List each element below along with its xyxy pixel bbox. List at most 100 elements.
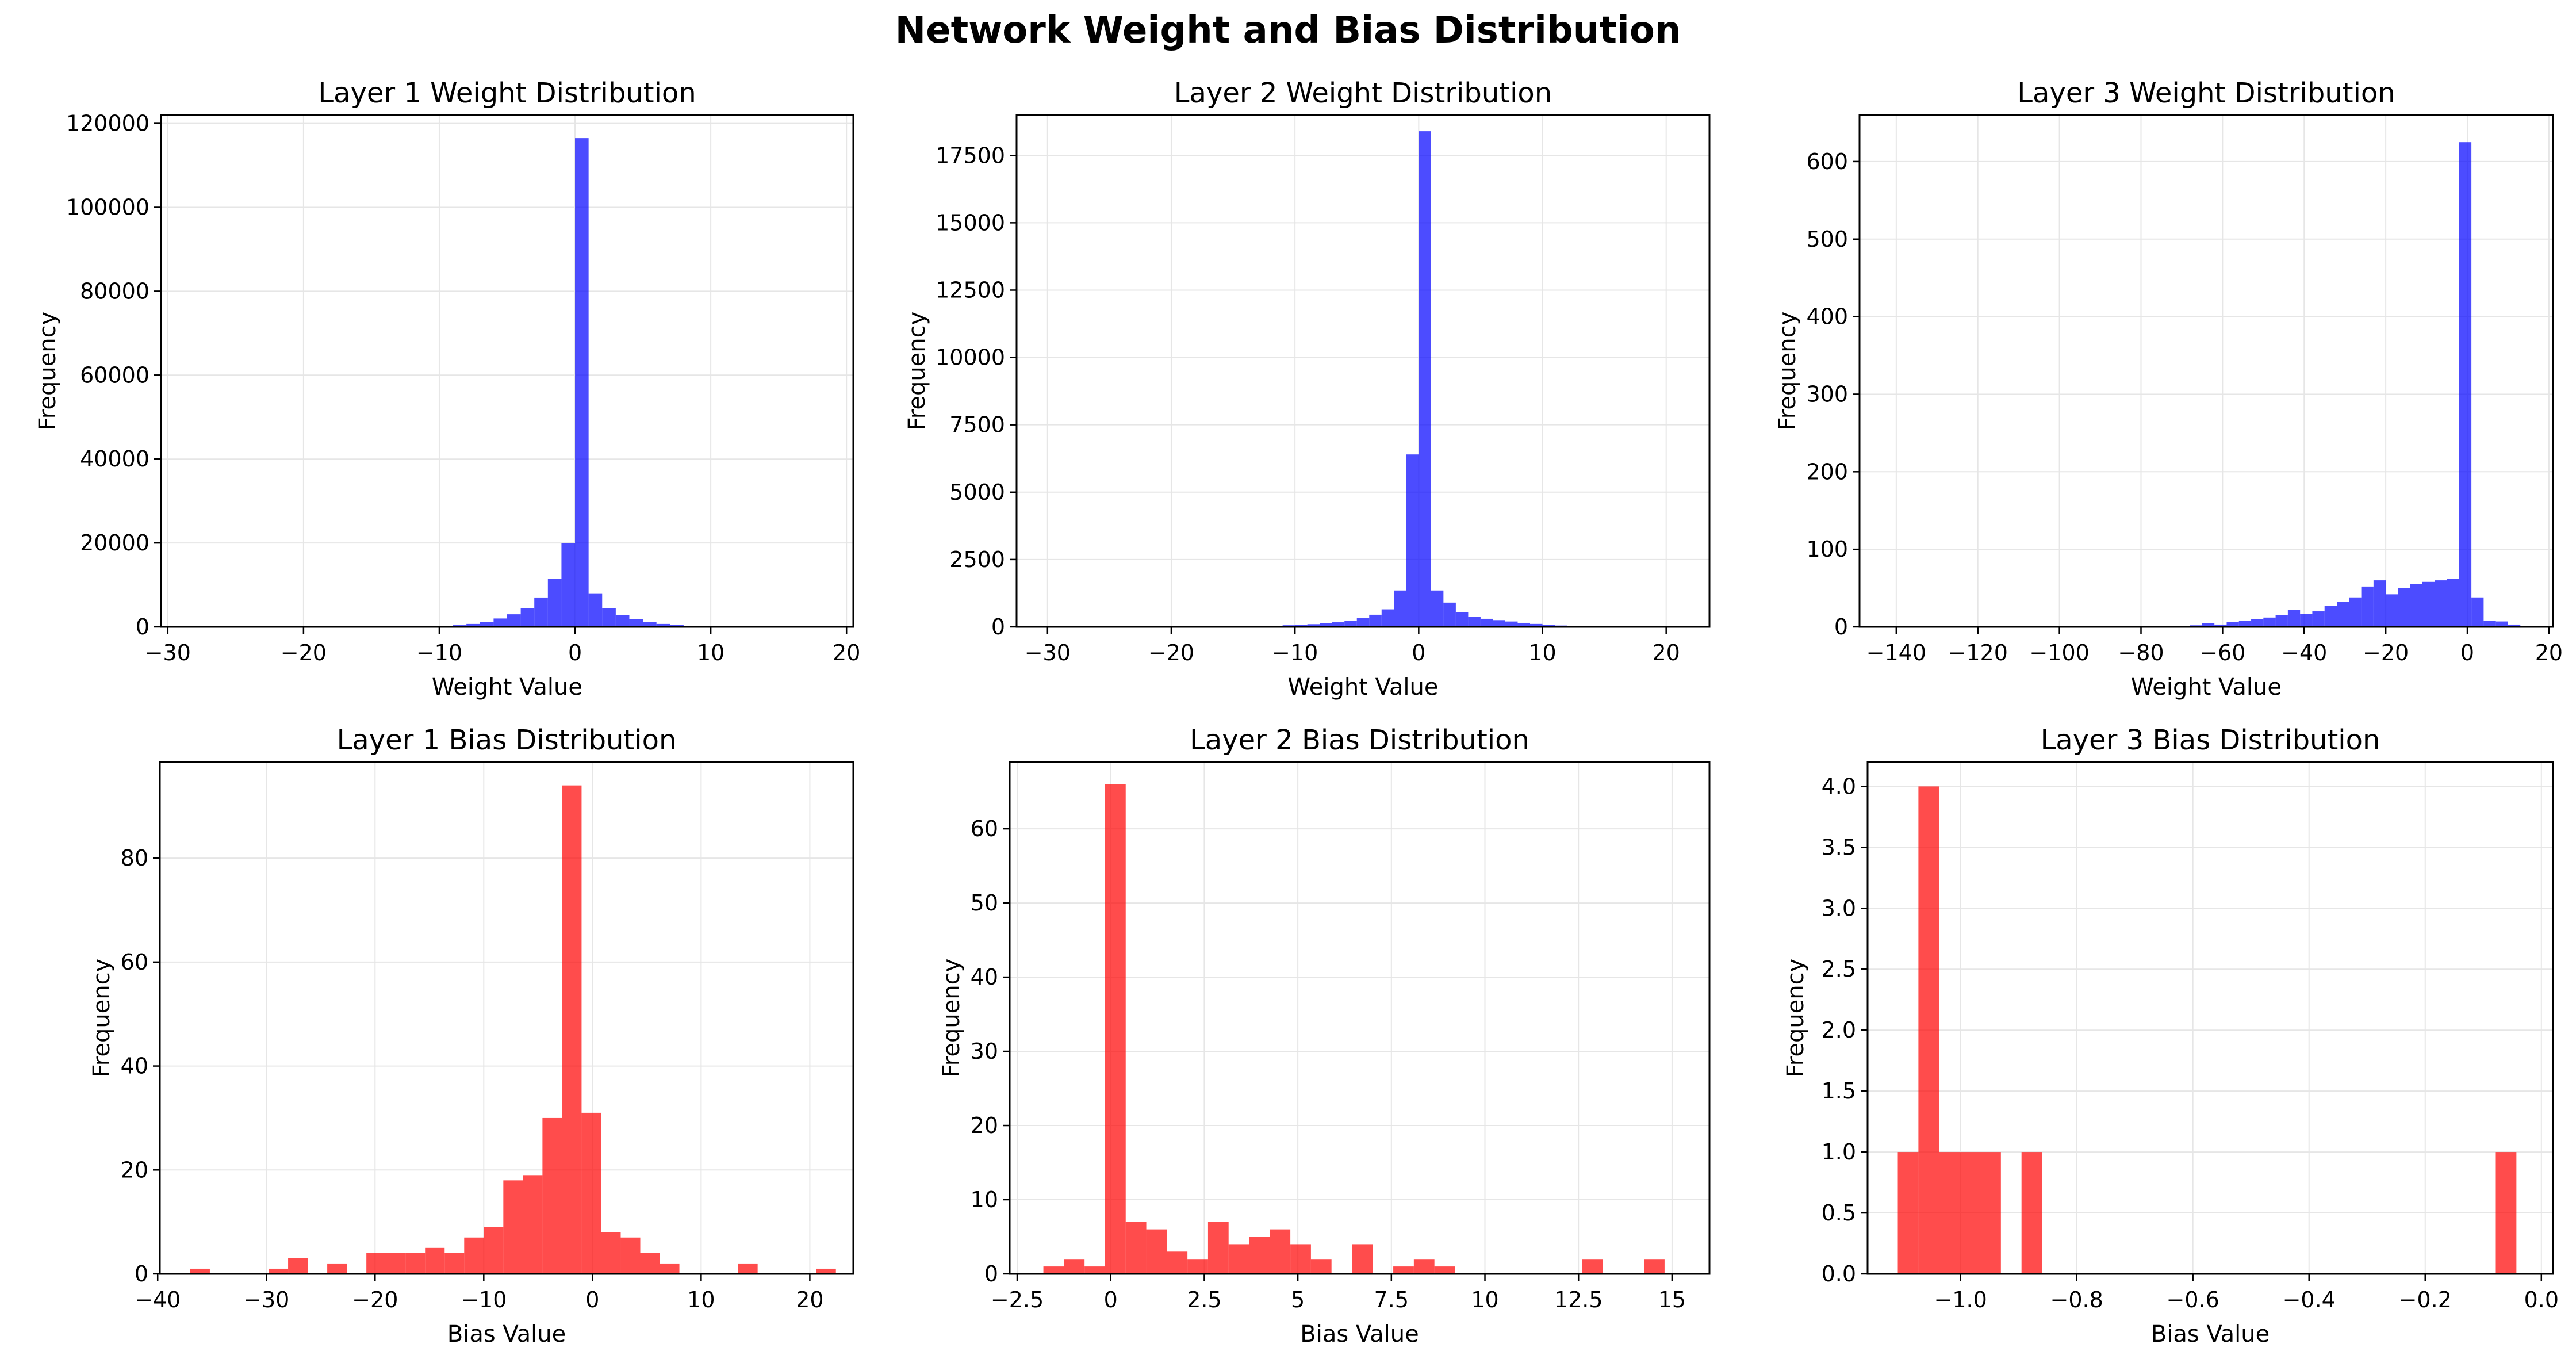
chart-panel-3: −140 −120 −100 −80 −60 −40 −20 0 200100200300400… — [1774, 77, 2563, 700]
histogram-bar — [2263, 617, 2276, 627]
plot-frame — [1015, 114, 1711, 628]
histogram-bar — [602, 608, 616, 627]
x-axis-label: Weight Value — [432, 674, 582, 700]
histogram-bar — [1208, 1222, 1229, 1274]
histogram-bar — [2226, 622, 2239, 627]
histogram-bar — [190, 1268, 210, 1274]
histogram-bar — [2483, 621, 2496, 627]
histogram-bar — [2471, 597, 2484, 627]
histogram-bar — [466, 623, 480, 627]
histogram-bar — [1320, 623, 1332, 627]
histogram-bar — [425, 1247, 445, 1274]
histogram-bar — [670, 625, 684, 627]
x-tick-label: 0.0 — [2524, 1287, 2559, 1312]
x-tick-label: −10 — [461, 1287, 507, 1312]
y-tick-label: 12500 — [936, 277, 1005, 303]
x-axis-label: Bias Value — [1300, 1321, 1419, 1347]
histogram-bar — [1307, 624, 1320, 627]
histogram-bar — [1529, 623, 1543, 627]
histogram-bar — [1443, 602, 1456, 627]
figure-title: Network Weight and Bias Distribution — [895, 9, 1681, 52]
histogram-bar — [2312, 611, 2325, 627]
histogram-bar — [2349, 597, 2362, 627]
histogram-bar — [1146, 1229, 1167, 1274]
y-tick-label: 2.0 — [1822, 1017, 1856, 1043]
histogram-bar — [1105, 784, 1126, 1274]
histogram-bar — [480, 622, 494, 627]
histogram-bar — [1406, 454, 1419, 627]
histogram-bar — [1582, 1259, 1603, 1274]
histogram-bar — [660, 1263, 680, 1274]
y-axis-label: Frequency — [938, 959, 965, 1078]
y-tick-label: 30 — [971, 1039, 998, 1064]
histogram-bar — [1505, 621, 1518, 627]
histogram-bar — [1419, 131, 1431, 627]
x-tick-label: −10 — [416, 640, 462, 665]
plot-frame — [1858, 114, 2554, 628]
x-tick-label: 5 — [1291, 1287, 1305, 1312]
y-tick-label: 50 — [971, 890, 998, 916]
y-tick-label: 0 — [1834, 614, 1848, 640]
histogram-bar — [2202, 623, 2215, 627]
histogram-bar — [1332, 622, 1345, 627]
histogram-bar — [327, 1263, 347, 1274]
histogram-bar — [2373, 580, 2386, 627]
y-axis-label: Frequency — [1782, 959, 1809, 1078]
histogram-bar — [464, 1237, 484, 1274]
x-tick-label: 10 — [697, 640, 724, 665]
histogram-bar — [1352, 1244, 1373, 1274]
x-tick-label: 10 — [1471, 1287, 1498, 1312]
histogram-bar — [1468, 617, 1481, 627]
histogram-bar — [1369, 614, 1382, 627]
histogram-bar — [1249, 1237, 1270, 1274]
y-tick-label: 400 — [1806, 304, 1848, 330]
y-tick-label: 100 — [1806, 537, 1848, 562]
histogram-bar — [2459, 142, 2472, 627]
x-tick-label: 20 — [833, 640, 860, 665]
x-tick-label: 7.5 — [1374, 1287, 1409, 1312]
histogram-bar — [640, 1253, 660, 1274]
histogram-bar — [1394, 590, 1406, 627]
x-tick-label: 10 — [687, 1287, 715, 1312]
histogram-bar — [1064, 1259, 1085, 1274]
plot-frame — [1009, 761, 1711, 1275]
histogram-bar — [816, 1268, 836, 1274]
histogram-bar — [2508, 624, 2521, 627]
histogram-bar — [2238, 621, 2252, 627]
y-tick-label: 200 — [1806, 459, 1848, 484]
y-tick-label: 10 — [971, 1187, 998, 1212]
histogram-bar — [601, 1232, 621, 1274]
histogram-bar — [1310, 1259, 1332, 1274]
x-axis-label: Weight Value — [2131, 674, 2282, 700]
y-tick-label: 300 — [1806, 381, 1848, 407]
histogram-bar — [1356, 618, 1370, 627]
histogram-bar — [1228, 1244, 1249, 1274]
histogram-bar — [1517, 622, 1530, 627]
histogram-bar — [288, 1258, 308, 1274]
plot-frame — [159, 761, 854, 1275]
histogram-bar — [2214, 624, 2227, 627]
histogram-bar — [547, 579, 562, 627]
y-tick-label: 80000 — [80, 278, 150, 304]
panel-title: Layer 1 Bias Distribution — [337, 724, 677, 756]
histogram-bar — [2386, 594, 2398, 627]
y-tick-label: 1.0 — [1822, 1139, 1856, 1165]
y-tick-label: 3.0 — [1822, 895, 1856, 921]
x-tick-label: 20 — [796, 1287, 823, 1312]
y-tick-label: 2500 — [949, 547, 1005, 572]
histogram-bar — [542, 1117, 562, 1274]
histogram-bar — [534, 597, 548, 627]
histogram-bar — [503, 1180, 523, 1274]
y-axis-label: Frequency — [1774, 312, 1801, 431]
y-tick-label: 4.0 — [1822, 774, 1856, 799]
y-tick-label: 0 — [135, 1261, 148, 1287]
y-tick-label: 10000 — [936, 345, 1005, 370]
x-tick-label: 12.5 — [1554, 1287, 1603, 1312]
histogram-bar — [1167, 1251, 1188, 1274]
x-tick-label: −40 — [135, 1287, 181, 1312]
y-tick-label: 60000 — [80, 362, 150, 388]
y-axis-label: Frequency — [34, 312, 61, 431]
histogram-bar — [2275, 615, 2288, 627]
histogram-bar — [507, 614, 521, 627]
